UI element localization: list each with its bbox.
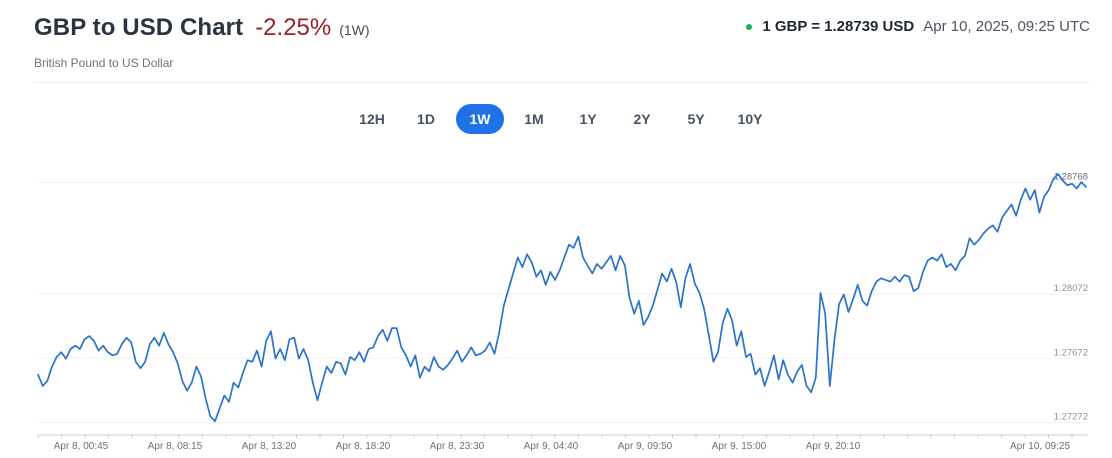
x-tick-label: Apr 10, 09:25	[1010, 441, 1070, 452]
exchange-rate-chart: 1.28768 1.28072 1.27672 1.27272 Apr 8, 00:4…	[37, 171, 1088, 452]
rate-value: 1 GBP = 1.28739 USD	[762, 18, 915, 35]
period-label: (1W)	[339, 22, 370, 38]
x-tick-label: Apr 9, 09:50	[618, 441, 673, 452]
chart-header: GBP to USD Chart -2.25% (1W)	[34, 14, 370, 42]
tab-2y[interactable]: 2Y	[633, 111, 651, 127]
x-axis: Apr 8, 00:45 Apr 8, 08:15 Apr 8, 13:20 Apr …	[37, 434, 1088, 452]
y-tick-label: 1.28768	[1054, 171, 1088, 182]
live-status-icon	[746, 23, 753, 30]
x-tick-label: Apr 8, 18:20	[336, 441, 391, 452]
page-title: GBP to USD Chart	[34, 14, 244, 41]
page-subtitle: British Pound to US Dollar	[34, 56, 174, 70]
x-tick-label: Apr 9, 15:00	[712, 441, 767, 452]
tab-1d[interactable]: 1D	[417, 111, 435, 127]
rate-timestamp: Apr 10, 2025, 09:25 UTC	[923, 18, 1090, 35]
tab-12h[interactable]: 12H	[359, 111, 385, 127]
x-tick-label: Apr 8, 23:30	[430, 441, 485, 452]
tab-5y[interactable]: 5Y	[687, 111, 705, 127]
x-tick-label: Apr 9, 04:40	[524, 441, 579, 452]
y-axis: 1.28768 1.28072 1.27672 1.27272	[1054, 171, 1088, 422]
x-tick-label: Apr 8, 13:20	[242, 441, 297, 452]
y-tick-label: 1.28072	[1054, 283, 1088, 294]
tab-1w[interactable]: 1W	[456, 104, 504, 134]
y-tick-label: 1.27672	[1054, 347, 1088, 358]
x-tick-label: Apr 8, 00:45	[54, 441, 109, 452]
live-rate: 1 GBP = 1.28739 USD Apr 10, 2025, 09:25 …	[746, 18, 1090, 35]
x-tick-label: Apr 9, 20:10	[806, 441, 861, 452]
timeframe-tabs: 12H 1D 1W 1M 1Y 2Y 5Y 10Y	[348, 104, 780, 134]
percent-change: -2.25%	[255, 14, 332, 41]
tab-1y[interactable]: 1Y	[579, 111, 597, 127]
rate-line-series	[37, 173, 1087, 423]
tab-1m[interactable]: 1M	[524, 111, 544, 127]
header-divider	[34, 82, 1090, 83]
tab-10y[interactable]: 10Y	[737, 111, 763, 127]
chart-grid	[38, 181, 1088, 423]
y-tick-label: 1.27272	[1054, 411, 1088, 422]
x-tick-label: Apr 8, 08:15	[148, 441, 203, 452]
